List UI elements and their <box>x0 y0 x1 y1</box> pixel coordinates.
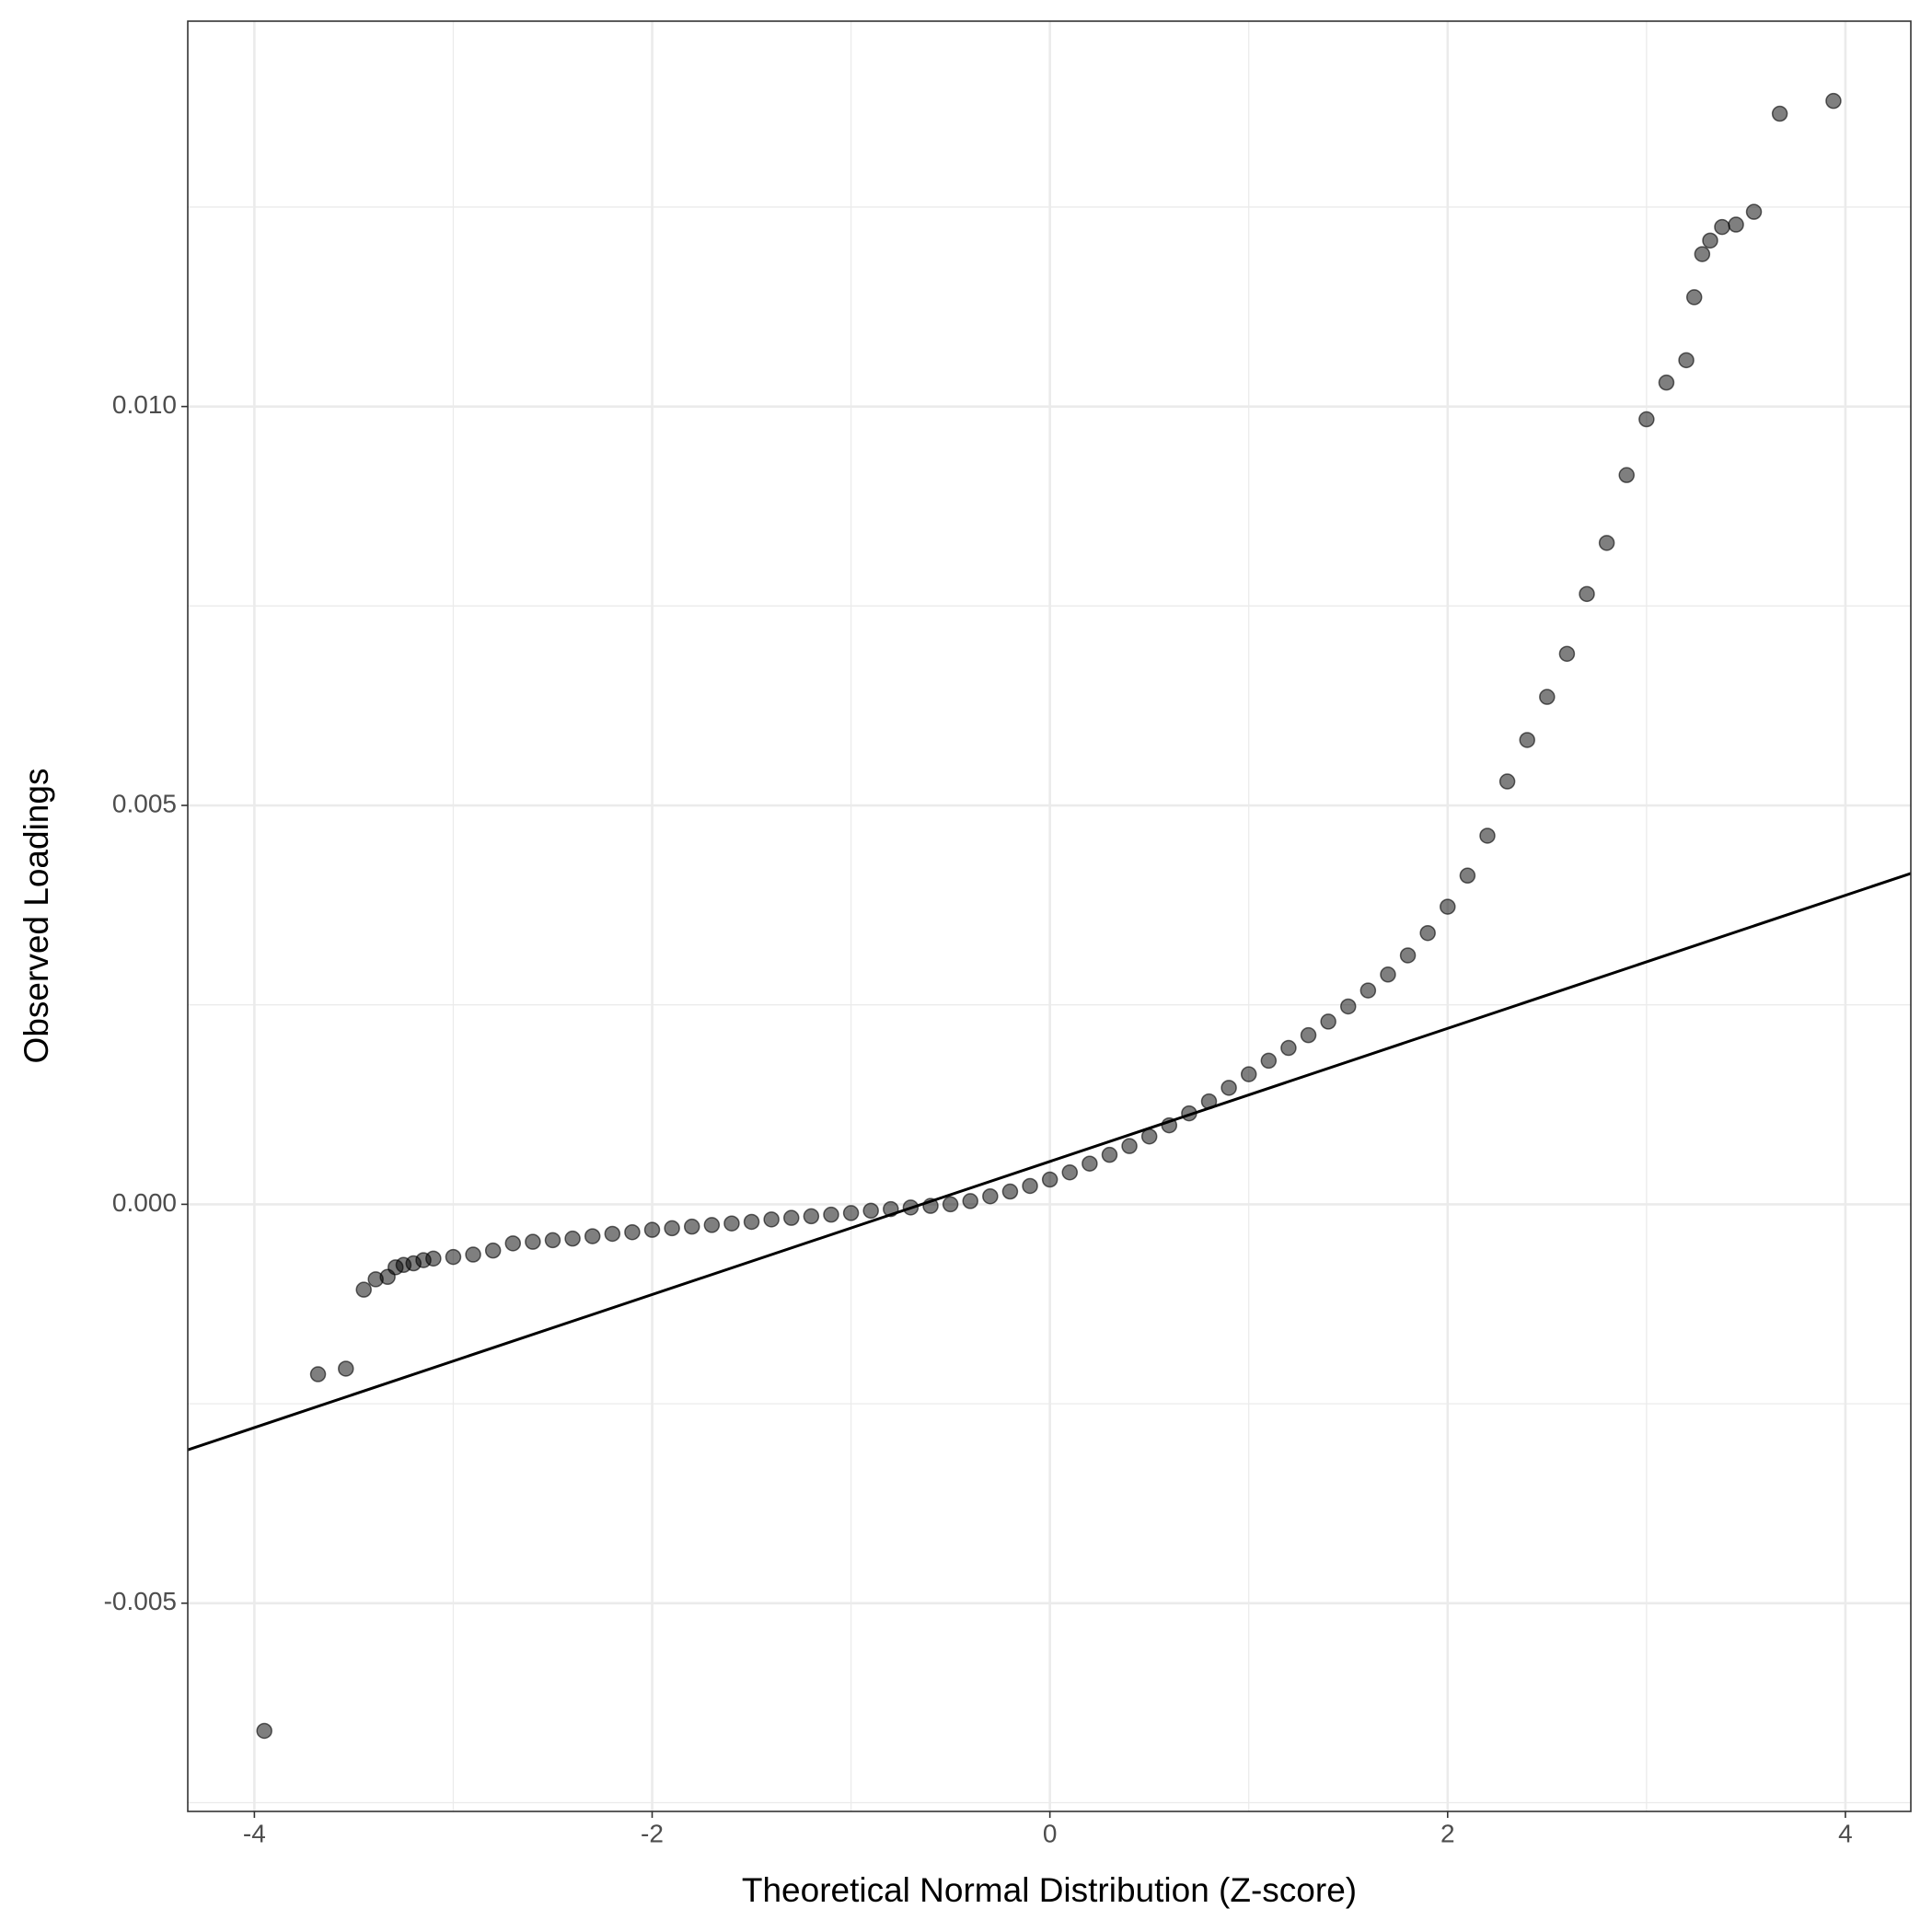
y-tick-label: -0.005 <box>104 1587 177 1615</box>
point <box>604 1225 621 1243</box>
point <box>1745 203 1763 220</box>
x-tick-label: 4 <box>1838 1819 1853 1847</box>
point <box>1280 1039 1297 1057</box>
point <box>1380 966 1396 983</box>
point <box>664 1220 680 1237</box>
point <box>1579 585 1595 603</box>
point <box>1825 92 1842 110</box>
grid <box>188 21 1911 1811</box>
y-tick-label: 0.005 <box>112 789 177 817</box>
point <box>1558 645 1576 663</box>
point <box>1694 246 1711 262</box>
point <box>1001 1183 1019 1200</box>
y-tick-label: 0.010 <box>112 390 177 419</box>
point <box>842 1205 860 1221</box>
point <box>783 1209 800 1226</box>
point <box>1221 1080 1237 1096</box>
point <box>643 1221 661 1238</box>
point <box>1260 1052 1278 1070</box>
point <box>1082 1155 1098 1172</box>
point <box>962 1193 978 1209</box>
point <box>703 1217 721 1233</box>
point <box>803 1208 820 1225</box>
x-tick-label: -2 <box>641 1819 664 1847</box>
point <box>465 1246 481 1263</box>
point <box>1320 1013 1336 1030</box>
point <box>1539 688 1556 705</box>
point <box>544 1232 561 1249</box>
point <box>1459 867 1476 885</box>
point <box>1479 827 1496 844</box>
point <box>624 1223 641 1241</box>
point <box>584 1228 601 1244</box>
point <box>338 1360 354 1377</box>
point <box>309 1366 327 1382</box>
x-tick-label: 0 <box>1043 1819 1058 1847</box>
point <box>1702 232 1718 249</box>
point <box>942 1196 959 1213</box>
point <box>1240 1066 1257 1082</box>
point <box>723 1215 740 1232</box>
point <box>1618 467 1635 483</box>
point <box>1498 773 1516 790</box>
reference-line <box>187 872 1912 1452</box>
point <box>1101 1146 1118 1163</box>
y-tick-label: 0.000 <box>112 1188 177 1217</box>
point <box>1022 1177 1038 1195</box>
point <box>982 1187 999 1205</box>
point <box>564 1230 581 1247</box>
point <box>1419 924 1436 942</box>
point <box>256 1722 272 1740</box>
point <box>1121 1138 1138 1154</box>
y-axis-title: Observed Loadings <box>17 769 55 1064</box>
x-tick-label: 2 <box>1440 1819 1455 1847</box>
point <box>1440 898 1456 915</box>
point <box>1300 1026 1317 1044</box>
x-axis-title: Theoretical Normal Distribution (Z-score… <box>742 1871 1357 1909</box>
point <box>1598 535 1615 551</box>
point <box>484 1242 502 1259</box>
point <box>425 1250 442 1267</box>
point <box>1658 374 1675 391</box>
point <box>1685 289 1703 306</box>
point <box>1519 732 1535 748</box>
point <box>1728 216 1744 233</box>
point <box>763 1211 780 1228</box>
point <box>525 1233 541 1250</box>
point <box>1399 947 1417 964</box>
x-tick-label: -4 <box>243 1819 266 1847</box>
point <box>1041 1171 1059 1188</box>
point <box>445 1248 462 1266</box>
point <box>862 1202 879 1220</box>
point <box>1359 982 1377 999</box>
point <box>683 1218 700 1235</box>
point <box>504 1235 522 1252</box>
point <box>743 1213 760 1231</box>
point <box>1678 352 1695 369</box>
marks <box>187 92 1912 1740</box>
point <box>1771 105 1788 122</box>
point <box>1339 998 1357 1015</box>
point <box>1714 218 1730 236</box>
point <box>823 1206 839 1223</box>
point <box>1061 1163 1079 1181</box>
point <box>1638 411 1655 428</box>
point <box>355 1281 372 1298</box>
